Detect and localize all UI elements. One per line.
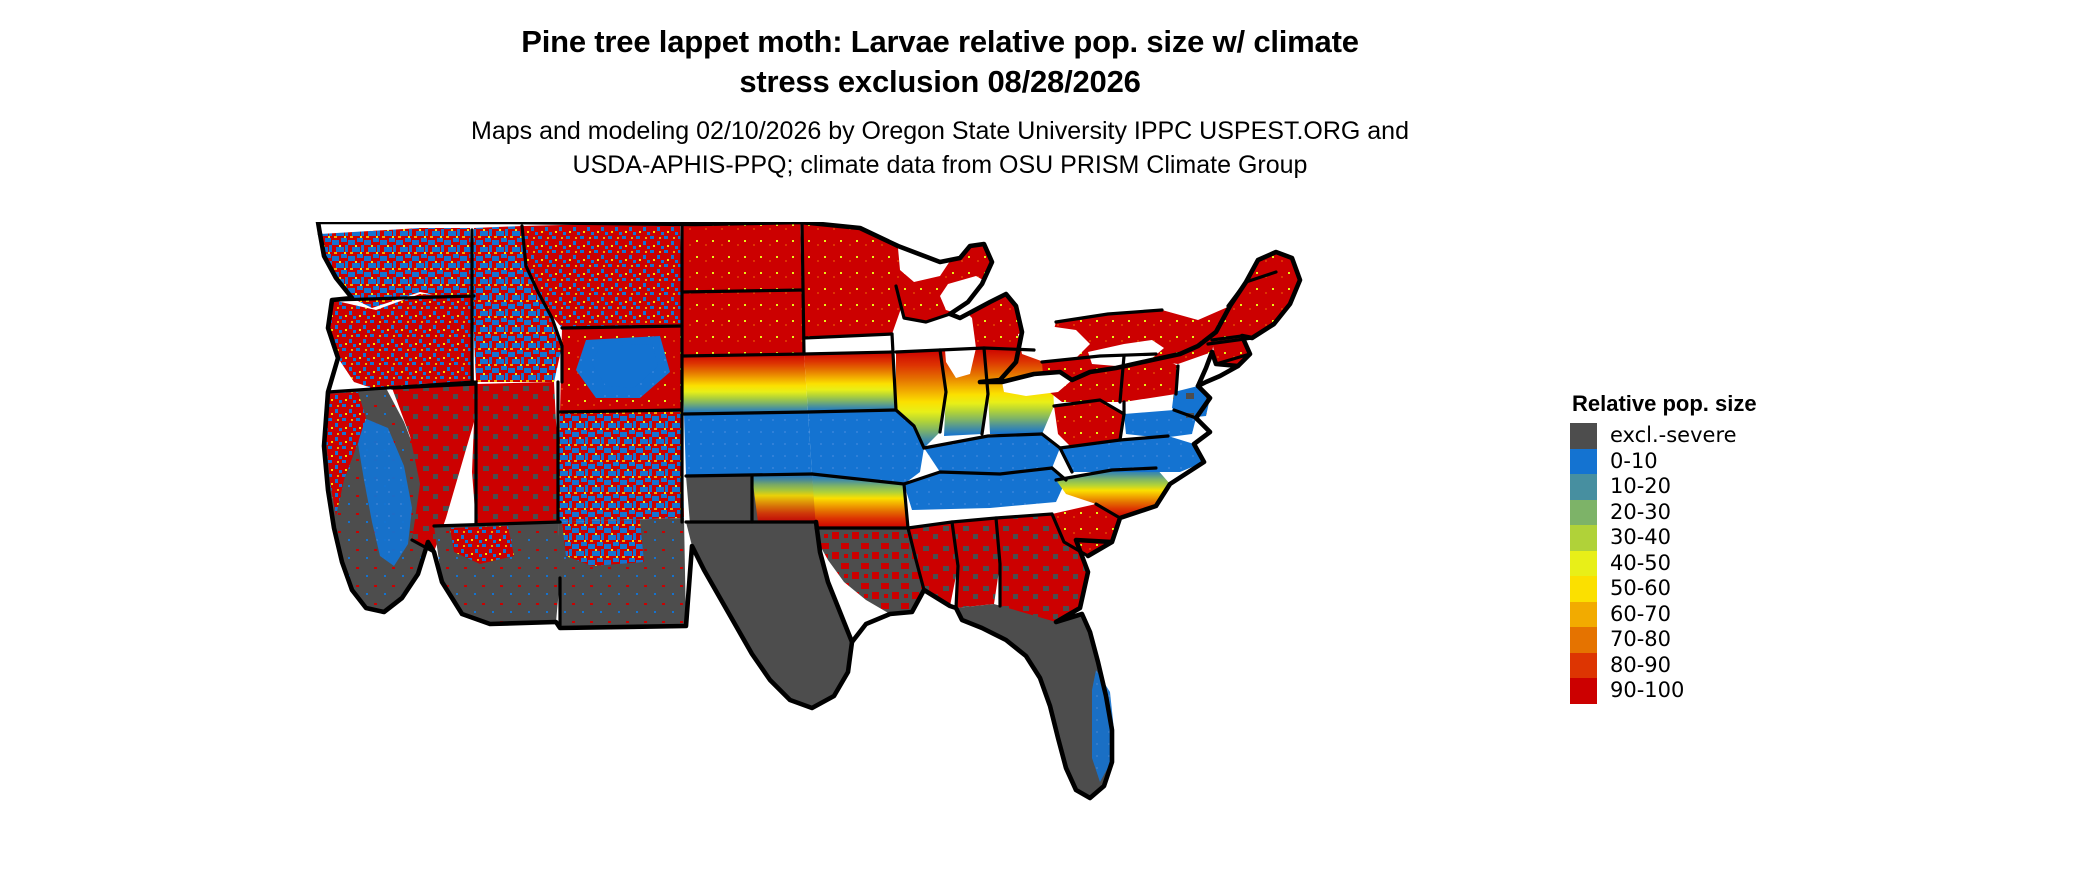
page-subtitle: Maps and modeling 02/10/2026 by Oregon S…	[471, 117, 1409, 179]
region-missouri	[808, 410, 924, 484]
legend-entry-label: 20-30	[1610, 499, 1672, 524]
legend-entry: 20-30	[1570, 499, 1870, 526]
legend-entry-label: 0-10	[1610, 448, 1658, 473]
region-arkansas	[812, 474, 908, 528]
page-title: Pine tree lappet moth: Larvae relative p…	[521, 24, 1359, 99]
legend-entry-label: 10-20	[1610, 474, 1672, 499]
legend-color-swatch	[1570, 627, 1597, 653]
region-oregon	[328, 294, 474, 390]
legend-color-swatch	[1570, 525, 1597, 551]
legend-entry: excl.-severe	[1570, 423, 1870, 449]
legend-entry-label: 50-60	[1610, 576, 1672, 601]
legend-entry: 0-10	[1570, 448, 1870, 475]
legend-title: Relative pop. size	[1572, 391, 1757, 416]
legend-entry-label: 70-80	[1610, 627, 1672, 652]
legend-color-swatch	[1570, 576, 1597, 602]
legend-entry: 80-90	[1570, 652, 1870, 679]
legend-color-swatch	[1570, 448, 1597, 475]
region-upper-midwest	[800, 222, 904, 412]
region-deep-south	[908, 514, 1088, 622]
legend-entry-label: 90-100	[1610, 678, 1685, 703]
legend-color-swatch	[1570, 678, 1597, 704]
region-arizona	[434, 522, 560, 624]
legend-entry: 90-100	[1570, 678, 1870, 704]
legend-entry: 40-50	[1570, 550, 1870, 577]
region-california	[324, 388, 428, 612]
legend-entry: 30-40	[1570, 525, 1870, 551]
region-colorado	[558, 410, 684, 522]
region-montana	[522, 222, 682, 328]
region-utah	[472, 382, 560, 524]
legend-color-swatch	[1570, 423, 1597, 449]
legend-color-swatch	[1570, 601, 1597, 628]
region-nevada	[392, 384, 476, 552]
region-wyoming	[560, 326, 682, 412]
region-northeast	[1042, 252, 1300, 402]
legend-entry-label: 60-70	[1610, 601, 1672, 626]
header: Pine tree lappet moth: Larvae relative p…	[0, 0, 1880, 182]
legend-entry: 10-20	[1570, 474, 1870, 500]
region-ky-tn	[904, 434, 1066, 510]
legend-color-swatch	[1570, 550, 1597, 577]
region-idaho	[472, 226, 562, 382]
region-louisiana	[816, 528, 924, 614]
legend-entry-label: 80-90	[1610, 652, 1672, 677]
legend-entry: 70-80	[1570, 627, 1870, 653]
legend-entry-label: 30-40	[1610, 525, 1672, 550]
usa-raster-map	[315, 222, 1303, 801]
region-new-mexico	[558, 518, 686, 628]
legend-entry-list: excl.-severe 0-10 10-20 20-30 30-40 40-50 50-6…	[1570, 423, 1870, 704]
legend-entry-label: excl.-severe	[1610, 423, 1737, 448]
legend-color-swatch	[1570, 474, 1597, 500]
region-texas	[686, 522, 852, 708]
legend-entry: 50-60	[1570, 576, 1870, 602]
region-great-plains	[682, 222, 812, 476]
legend-entry: 60-70	[1570, 601, 1870, 628]
choropleth-map	[300, 222, 1550, 882]
national-outline	[315, 222, 1303, 801]
region-washington	[320, 228, 472, 308]
legend-color-swatch	[1570, 652, 1597, 679]
map-legend: Relative pop. size excl.-severe 0-10 10-20…	[1570, 391, 1870, 704]
map-raster-layer	[320, 222, 1300, 798]
legend-color-swatch	[1570, 499, 1597, 526]
legend-entry-label: 40-50	[1610, 550, 1672, 575]
